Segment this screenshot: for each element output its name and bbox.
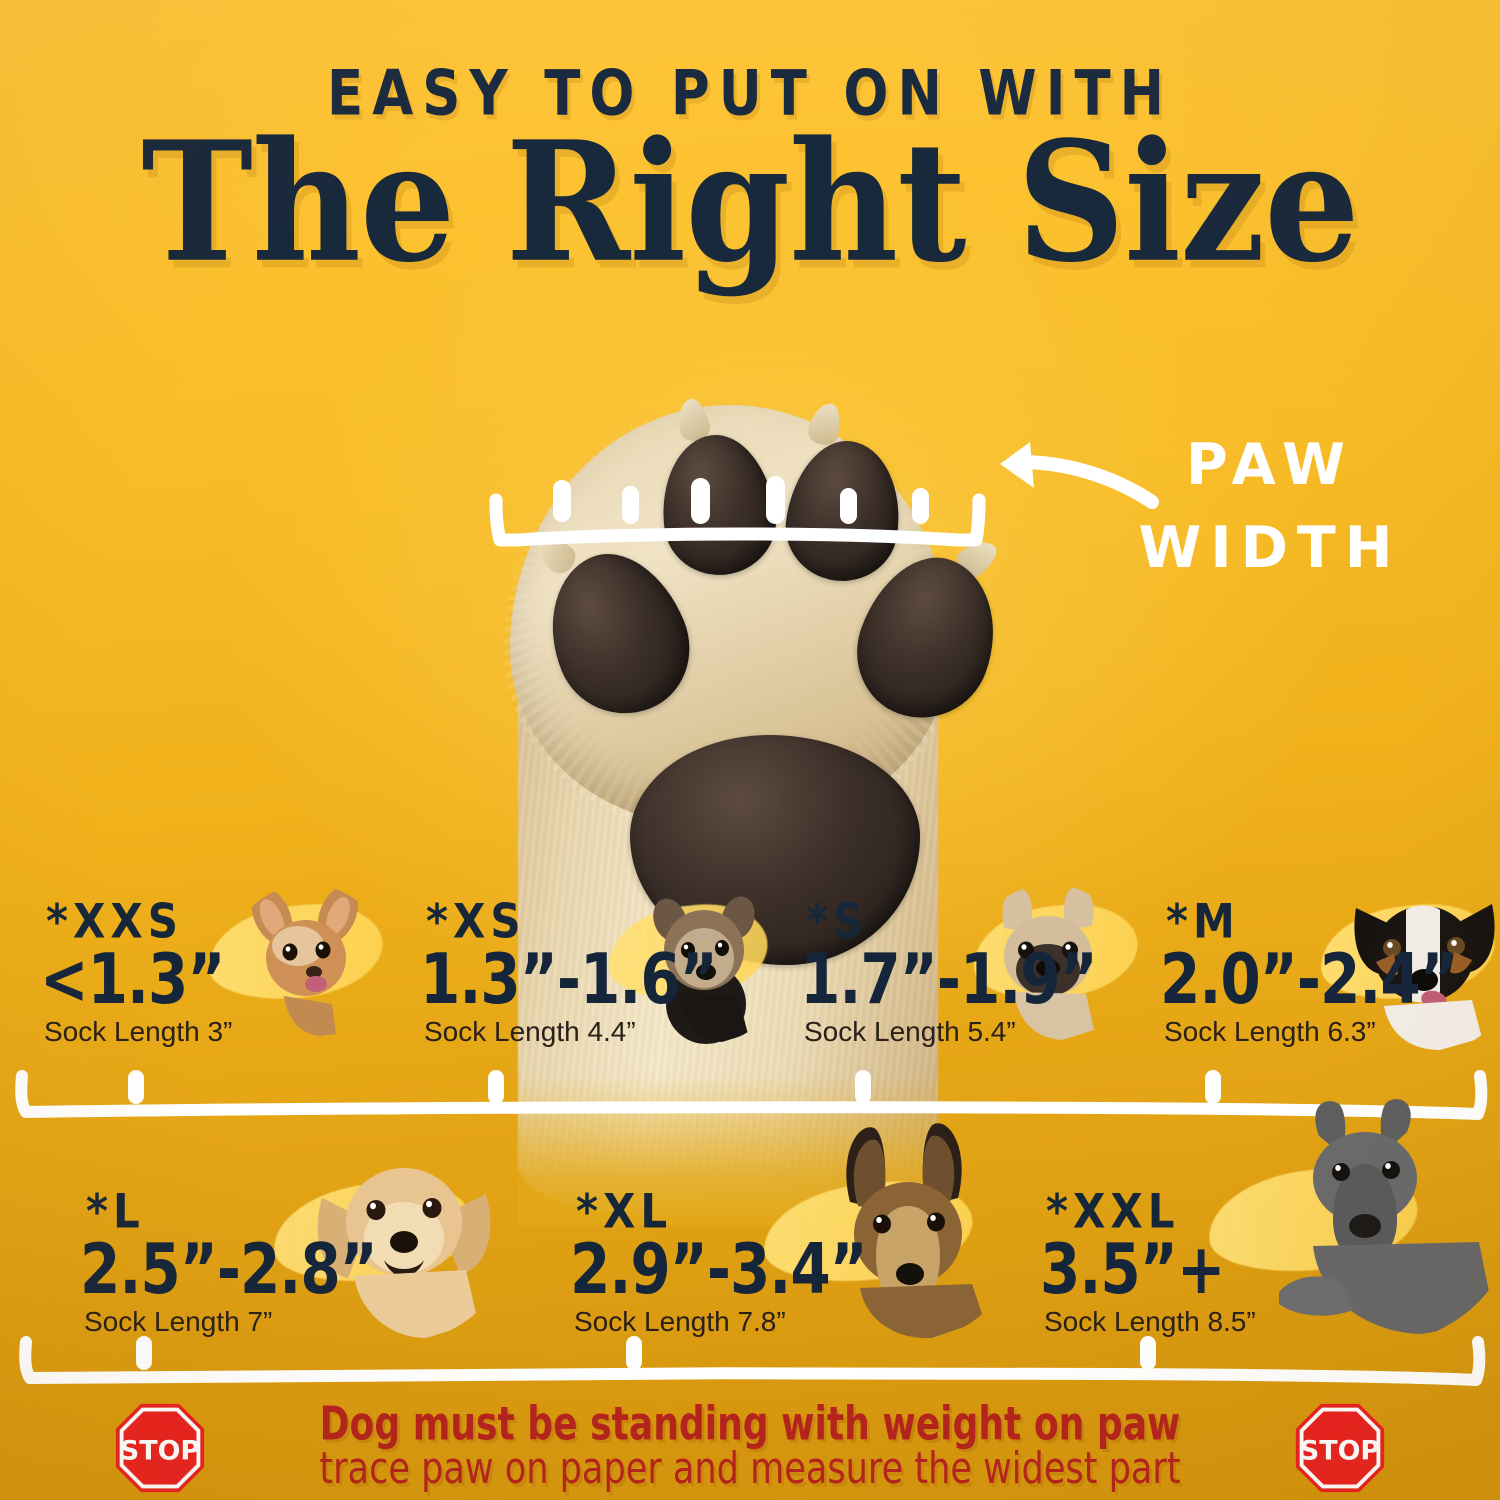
- sock-length: Sock Length 4.4”: [424, 1016, 636, 1047]
- size-range: 2.9”-3.4”: [570, 1228, 868, 1310]
- size-code: *L: [86, 1184, 145, 1239]
- size-scale-ruler-bottom: [19, 1336, 1486, 1386]
- size-code: *XXS: [46, 894, 183, 949]
- stop-sign-label: STOP: [1300, 1436, 1380, 1467]
- sock-length: Sock Length 3”: [44, 1016, 233, 1047]
- paw-width-line1: PAW: [1186, 432, 1354, 498]
- size-entry-s[interactable]: *S 1.7”-1.9” Sock Length 5.4”: [778, 887, 1143, 1058]
- size-code: *XS: [426, 894, 526, 949]
- sock-length: Sock Length 7.8”: [574, 1306, 786, 1337]
- size-code: *S: [806, 894, 869, 949]
- size-entry-xl[interactable]: *XL 2.9”-3.4” Sock Length 7.8”: [548, 1123, 1018, 1339]
- paw-width-bracket: [489, 476, 986, 547]
- paw-width-line2: WIDTH: [1138, 514, 1402, 581]
- size-row-2: *L 2.5”-2.8” Sock Length 7” *XL 2.9”-3.4…: [0, 1099, 1500, 1339]
- size-range: <1.3”: [40, 938, 225, 1020]
- warning-line-1: Dog must be standing with weight on paw: [319, 1396, 1181, 1451]
- size-range: 1.3”-1.6”: [420, 938, 718, 1020]
- footer-warning-banner: STOP Dog must be standing with weight on…: [0, 1392, 1500, 1500]
- dog-photo-bernese-mountain-dog: [1354, 904, 1495, 1050]
- paw-width-annotation: PAW WIDTH: [1120, 424, 1420, 589]
- warning-line-2: trace paw on paper and measure the wides…: [319, 1444, 1181, 1495]
- size-code: *XXL: [1046, 1184, 1180, 1239]
- dog-photo-yorkshire-terrier: [653, 896, 755, 1044]
- size-code: *M: [1166, 894, 1240, 949]
- size-code: *XL: [576, 1184, 673, 1239]
- size-range: 2.0”-2.4”: [1160, 938, 1458, 1020]
- sock-length: Sock Length 6.3”: [1164, 1016, 1376, 1047]
- dog-photo-golden-retriever: [317, 1168, 491, 1338]
- sock-length: Sock Length 5.4”: [804, 1016, 1016, 1047]
- size-range: 3.5”+: [1040, 1228, 1225, 1310]
- header-kicker: EASY TO PUT ON WITH: [327, 58, 1173, 130]
- size-scale-ruler-top: [15, 1070, 1488, 1120]
- stop-sign-icon-left: STOP: [115, 1403, 205, 1493]
- dog-photo-chihuahua: [251, 885, 359, 1036]
- size-entry-xs[interactable]: *XS 1.3”-1.6” Sock Length 4.4”: [398, 888, 773, 1058]
- size-entry-xxs[interactable]: *XXS <1.3” Sock Length 3”: [18, 885, 388, 1058]
- size-range: 1.7”-1.9”: [800, 938, 1098, 1020]
- size-row-1: *XXS <1.3” Sock Length 3” *XS 1.3”-1.6” …: [0, 885, 1500, 1058]
- size-entry-xxl[interactable]: *XXL 3.5”+ Sock Length 8.5”: [1018, 1099, 1500, 1338]
- stop-sign-label: STOP: [120, 1436, 200, 1467]
- size-entry-l[interactable]: *L 2.5”-2.8” Sock Length 7”: [58, 1168, 528, 1338]
- dog-photo-great-dane: [1279, 1099, 1495, 1334]
- sock-length: Sock Length 8.5”: [1044, 1306, 1256, 1337]
- dog-photo-french-bulldog: [1002, 887, 1094, 1040]
- page-title: The Right Size: [141, 105, 1359, 300]
- sock-length: Sock Length 7”: [84, 1306, 273, 1337]
- size-entry-m[interactable]: *M 2.0”-2.4” Sock Length 6.3”: [1138, 888, 1500, 1058]
- curved-left-arrow-icon: [1000, 442, 1159, 509]
- dog-photo-german-shepherd: [846, 1123, 984, 1339]
- stop-sign-icon-right: STOP: [1295, 1403, 1385, 1493]
- size-range: 2.5”-2.8”: [80, 1228, 378, 1310]
